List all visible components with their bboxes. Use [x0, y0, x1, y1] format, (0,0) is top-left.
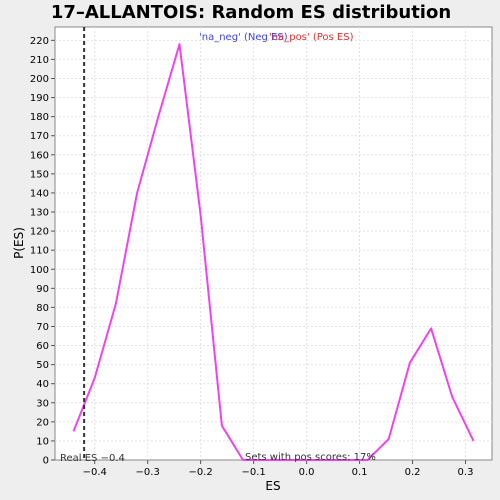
series-line [72, 43, 475, 461]
x-tick-label: −0.1 [241, 467, 265, 478]
y-tick-label: 100 [30, 265, 49, 276]
y-tick-label: 140 [30, 188, 49, 199]
chart-title: 17–ALLANTOIS: Random ES distribution [51, 2, 451, 23]
pos-scores-annotation: Sets with pos scores: 17% [245, 452, 376, 463]
real-es-annotation: Real ES −0.4 [60, 453, 125, 464]
y-tick-label: 130 [30, 208, 49, 219]
y-tick-label: 20 [36, 417, 49, 428]
y-tick-label: 150 [30, 169, 49, 180]
y-axis-ticks: 0 10 20 30 40 50 60 70 80 90 100 110 120 130 140 150 160… [30, 36, 55, 467]
x-tick-label: 0.3 [458, 467, 474, 478]
x-axis-label: ES [265, 479, 280, 493]
y-tick-label: 160 [30, 150, 49, 161]
x-axis-ticks: −0.4 −0.3 −0.2 −0.1 0.0 0.1 0.2 0.3 [83, 460, 474, 478]
y-tick-label: 170 [30, 131, 49, 142]
x-tick-label: 0.1 [352, 467, 368, 478]
y-tick-label: 90 [36, 284, 49, 295]
y-tick-label: 10 [36, 436, 49, 447]
y-tick-label: 110 [30, 246, 49, 257]
grid [55, 27, 492, 460]
y-tick-label: 60 [36, 341, 49, 352]
y-tick-label: 50 [36, 360, 49, 371]
y-tick-label: 190 [30, 93, 49, 104]
x-tick-label: −0.4 [83, 467, 107, 478]
y-tick-label: 40 [36, 379, 49, 390]
series-layer [72, 43, 475, 461]
y-tick-label: 200 [30, 74, 49, 85]
x-tick-label: −0.2 [189, 467, 213, 478]
y-tick-label: 180 [30, 112, 49, 123]
x-tick-label: 0.2 [405, 467, 421, 478]
legend-neg: 'na_neg' (Neg ES) [199, 32, 288, 43]
y-tick-label: 70 [36, 322, 49, 333]
y-tick-label: 30 [36, 398, 49, 409]
y-tick-label: 80 [36, 303, 49, 314]
x-tick-label: −0.3 [136, 467, 160, 478]
legend-pos: 'na_pos' (Pos ES) [269, 32, 354, 43]
y-tick-label: 0 [43, 456, 49, 467]
y-tick-label: 220 [30, 36, 49, 47]
y-tick-label: 120 [30, 227, 49, 238]
y-axis-label: P(ES) [12, 227, 26, 259]
y-tick-label: 210 [30, 55, 49, 66]
plot-area [54, 26, 493, 461]
x-tick-label: 0.0 [299, 467, 315, 478]
